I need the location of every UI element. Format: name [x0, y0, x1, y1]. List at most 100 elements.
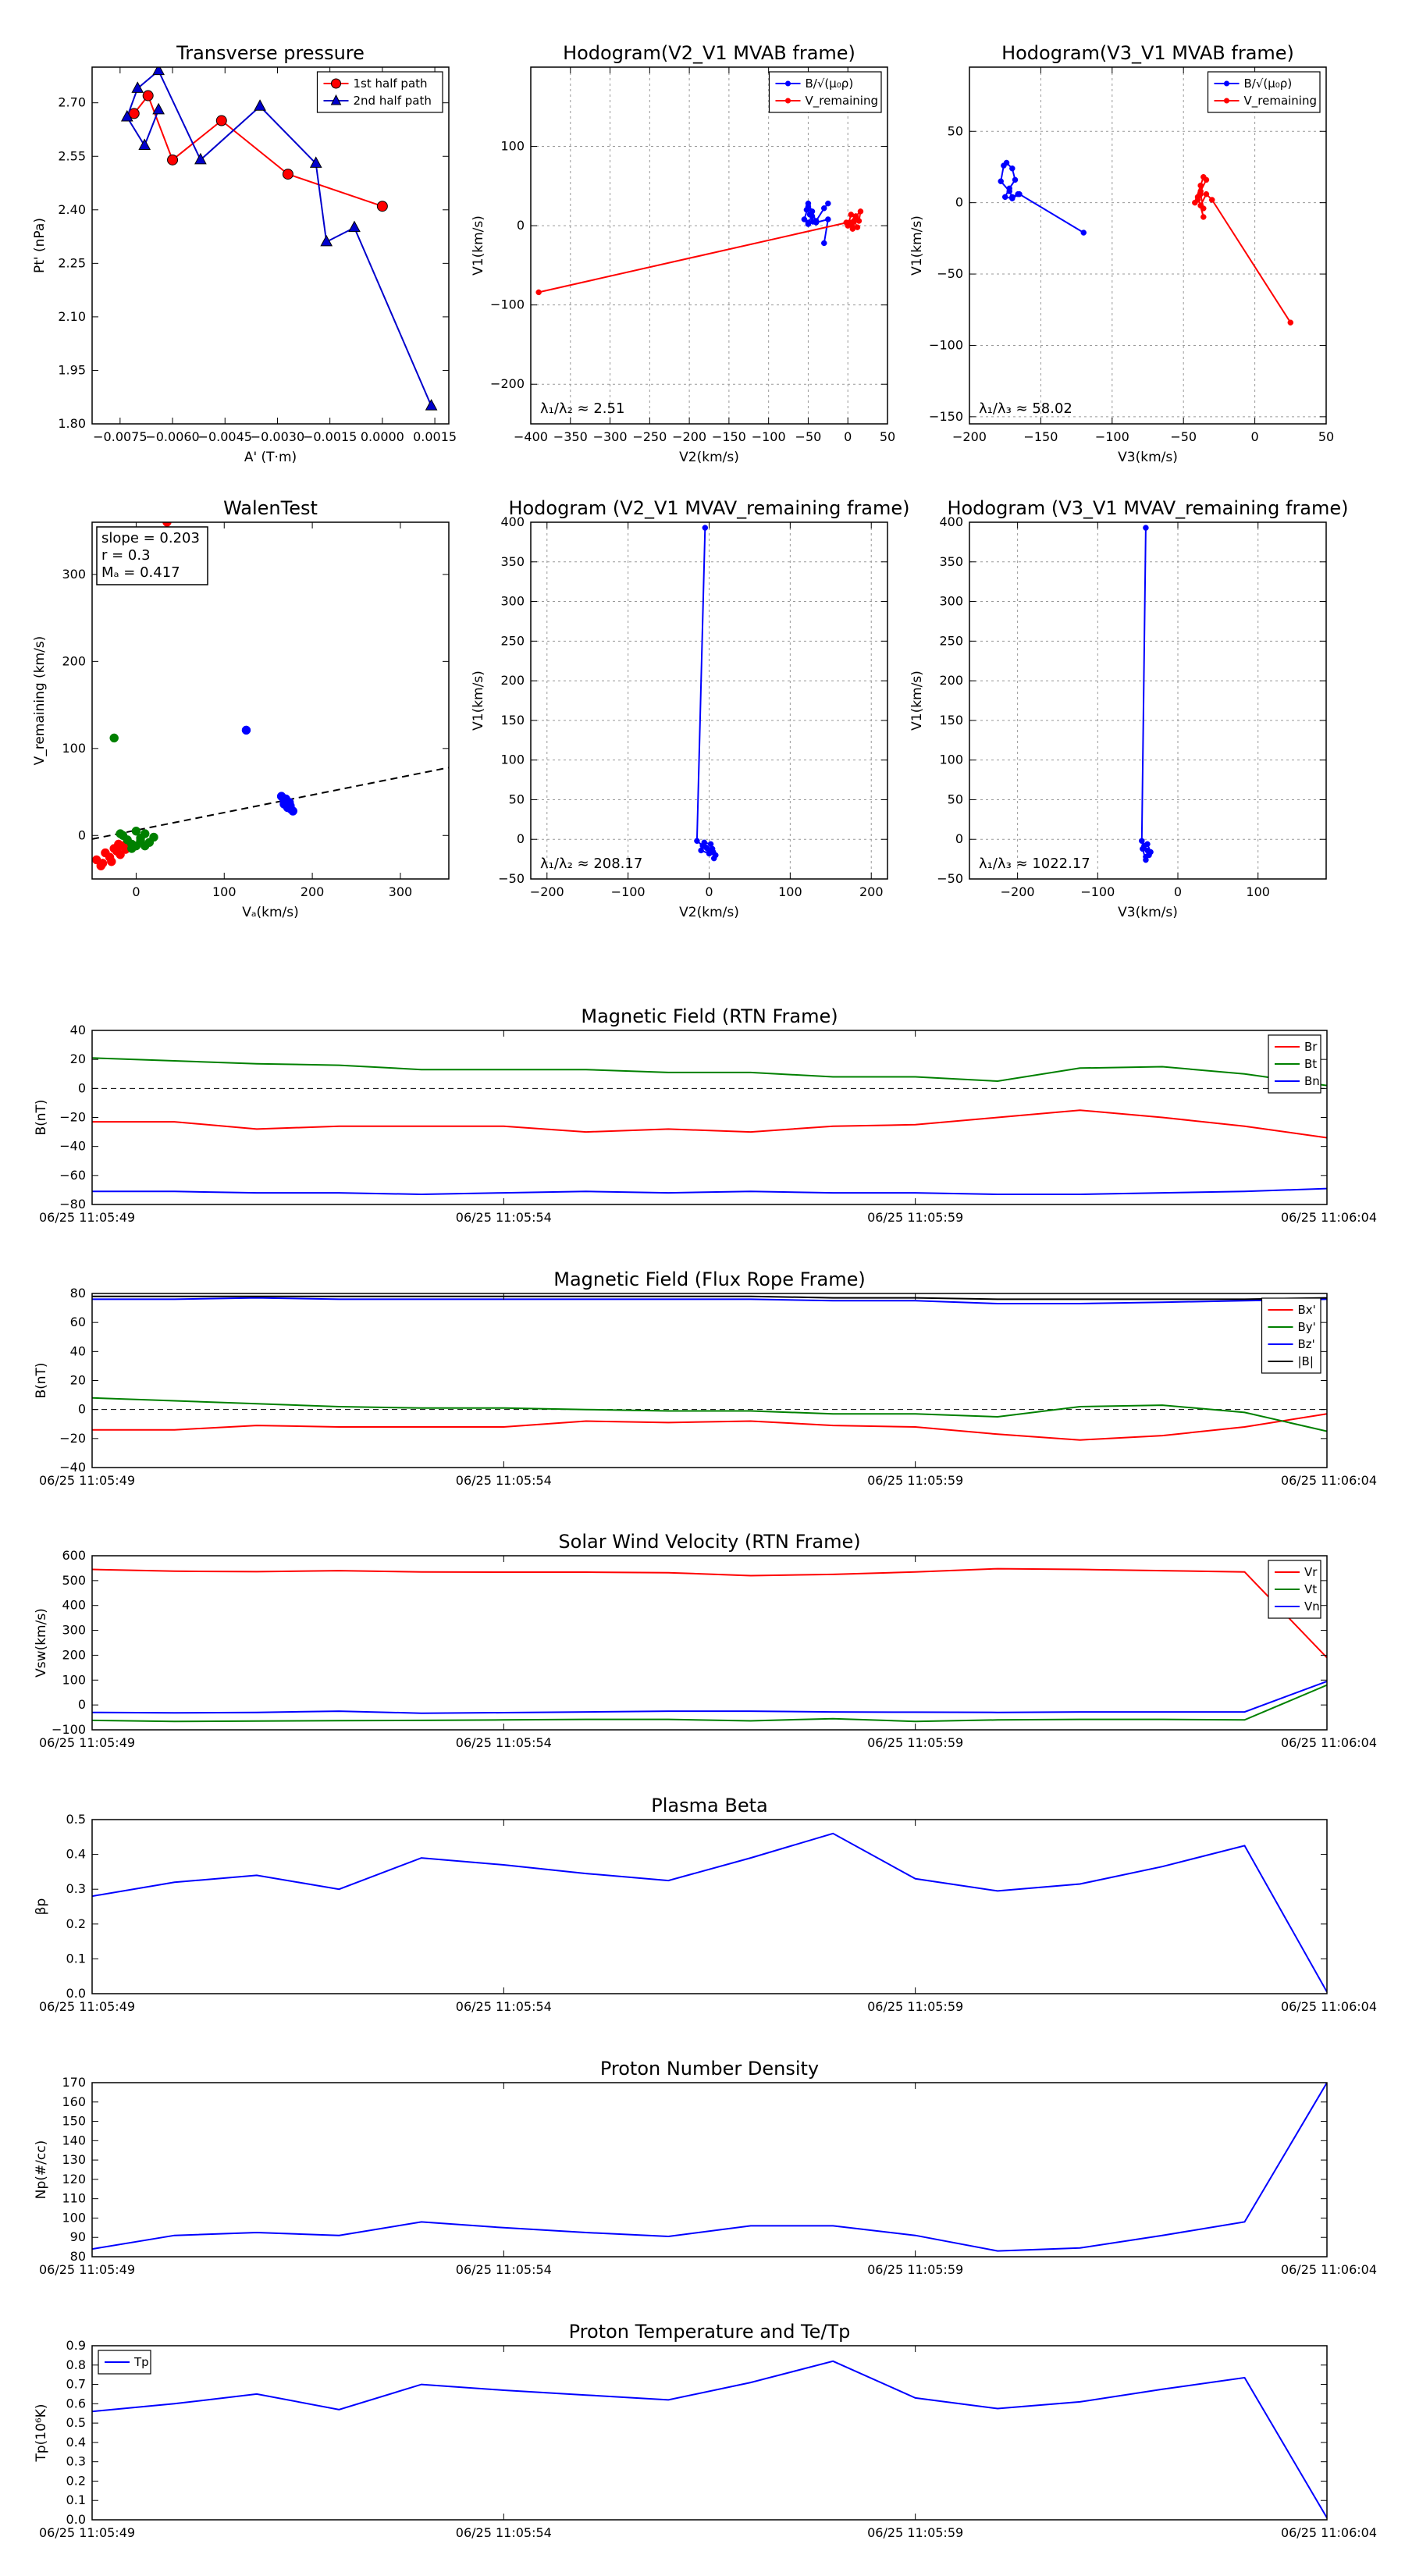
y-axis-label: V1(km/s) [909, 215, 925, 276]
data-point [1006, 188, 1012, 194]
y-tick-label: 160 [62, 2094, 86, 2109]
series-line-By' [92, 1397, 1327, 1432]
y-tick-label: 0.3 [66, 2454, 86, 2469]
data-point [114, 839, 123, 849]
legend-label: Tp [133, 2355, 149, 2369]
y-tick-label: −40 [59, 1460, 86, 1475]
axes-frame [91, 1555, 1328, 1731]
data-point [852, 213, 859, 219]
data-point [309, 156, 322, 168]
x-tick-label: 06/25 11:06:04 [1281, 1473, 1377, 1488]
data-point [809, 213, 816, 219]
axes-frame [91, 1293, 1328, 1468]
y-tick-label: −20 [59, 1431, 86, 1446]
y-tick-label: 400 [500, 514, 525, 529]
legend: Tp [98, 2350, 151, 2375]
x-tick-label: 06/25 11:05:59 [867, 1473, 963, 1488]
data-point [131, 841, 141, 851]
x-tick-label: −50 [1170, 429, 1197, 444]
hodogram-v2-v1-mvab-chart: −200 −100 0 100 −400 −350 −300 −250 −200 −150 −100… [471, 42, 895, 465]
axes-frame [530, 66, 888, 425]
x-tick-label: 100 [778, 884, 802, 899]
data-point [149, 832, 158, 842]
legend-label: Bx' [1298, 1303, 1316, 1317]
legend-label: Bn [1304, 1074, 1320, 1088]
data-point [1146, 850, 1152, 857]
walen-test-chart: 0 100 200 300 0 100 200 300 WalenTest Vₐ(km/s) V_r… [32, 497, 450, 920]
y-tick-label: −50 [937, 871, 963, 886]
x-tick-label: −0.0060 [145, 429, 199, 444]
data-point [1009, 165, 1016, 172]
hodogram-v2-v1-mvav-chart: −50 0 50 100 150 200 250 300 350 400 −200 −100 0 100 2… [471, 497, 910, 920]
x-tick-label: −0.0045 [198, 429, 252, 444]
proton-number-density-chart: 80 90 100 110 120 130 140 150 160 170 06/25 11:05:… [34, 2058, 1377, 2277]
x-tick-label: 06/25 11:06:04 [1281, 1735, 1377, 1750]
legend-label: B/√(μ₀ρ) [806, 76, 854, 91]
series-line-Tp [92, 2360, 1327, 2519]
legend-label: Vn [1304, 1599, 1320, 1614]
chart-title: Magnetic Field (Flux Rope Frame) [553, 1268, 865, 1290]
chart-title: Hodogram(V2_V1 MVAB frame) [563, 42, 855, 64]
x-tick-label: −0.0015 [303, 429, 357, 444]
y-tick-label: 20 [70, 1373, 86, 1388]
data-point [694, 838, 700, 845]
data-point [709, 845, 716, 852]
y-tick-label: 2.70 [58, 95, 86, 110]
x-tick-label: 0 [1174, 884, 1182, 899]
y-tick-label: 1.95 [58, 362, 86, 377]
x-tick-label: 50 [1318, 429, 1334, 444]
y-tick-label: 0.8 [66, 2357, 86, 2372]
x-tick-label: 200 [301, 884, 325, 899]
legend-label: Vr [1304, 1565, 1318, 1579]
chart-title: Magnetic Field (RTN Frame) [581, 1005, 838, 1027]
y-tick-label: 0 [78, 1402, 86, 1417]
transverse-pressure-chart: 1.801.952.102.252.402.552.70−0.0075−0.00… [32, 42, 457, 465]
data-point [1001, 162, 1007, 169]
y-axis-label: B(nT) [34, 1099, 49, 1135]
y-tick-label: 0.9 [66, 2338, 86, 2353]
x-tick-label: 0 [1251, 429, 1259, 444]
y-tick-label: 200 [939, 673, 963, 688]
series-line-hodogram [695, 528, 717, 859]
y-tick-label: 300 [939, 594, 963, 609]
legend-marker [1224, 80, 1229, 87]
data-point [376, 201, 388, 212]
y-tick-label: 0.7 [66, 2377, 86, 2392]
hodogram-v2-v1-mvab-data [535, 200, 864, 296]
x-tick-label: 06/25 11:05:49 [39, 1210, 135, 1225]
hodogram-v2-v1-mvav-data [694, 525, 719, 862]
series-line-hodogram [1140, 528, 1152, 862]
eigen-ratio-annotation: λ₁/λ₂ ≈ 208.17 [540, 856, 642, 872]
y-tick-label: 130 [62, 2152, 86, 2167]
x-tick-label: 100 [1246, 884, 1270, 899]
chart-title: Solar Wind Velocity (RTN Frame) [558, 1531, 860, 1553]
x-tick-label: −200 [1001, 884, 1035, 899]
y-tick-label: 0.0 [66, 2512, 86, 2527]
y-axis-label: Vsw(km/s) [34, 1608, 49, 1678]
walen-test-data [92, 522, 298, 871]
data-point [535, 289, 542, 296]
data-point [152, 102, 165, 115]
x-tick-label: 06/25 11:05:49 [39, 1735, 135, 1750]
series-line-2nd half path [126, 69, 432, 407]
legend-label: 2nd half path [354, 94, 432, 108]
legend-label: 1st half path [354, 76, 428, 91]
data-point [320, 234, 333, 247]
x-tick-label: −150 [712, 429, 746, 444]
data-point [710, 855, 717, 862]
x-axis-label: V3(km/s) [1118, 905, 1178, 920]
axes-frame [91, 66, 450, 425]
y-tick-label: 150 [939, 713, 963, 728]
axes-frame [530, 521, 888, 880]
y-tick-label: 300 [500, 594, 525, 609]
stats-line: slope = 0.203 [101, 530, 200, 546]
plasma-beta-data [92, 1832, 1327, 1993]
hodogram-v3-v1-mvav-data [1139, 525, 1154, 863]
magnetic-field-flux-rope-data [92, 1295, 1327, 1441]
stats-frame [96, 526, 208, 585]
data-point [998, 178, 1004, 184]
data-point [825, 216, 831, 222]
data-point [1197, 190, 1204, 197]
legend: Bx' By' Bz' |B| [1261, 1297, 1321, 1374]
data-point [1012, 176, 1019, 183]
